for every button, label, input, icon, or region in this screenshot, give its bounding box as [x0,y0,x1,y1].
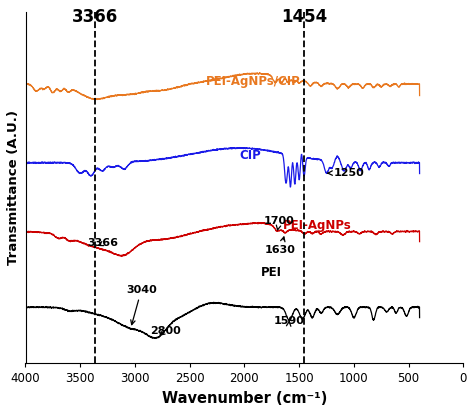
Text: PEI-AgNPs: PEI-AgNPs [283,219,352,232]
Text: 1250: 1250 [328,168,365,178]
Text: PEI: PEI [261,266,282,279]
X-axis label: Wavenumber (cm⁻¹): Wavenumber (cm⁻¹) [162,391,327,406]
Text: 3366: 3366 [72,8,118,26]
Text: 3040: 3040 [126,285,157,325]
Text: CIP: CIP [239,149,261,162]
Text: 1700: 1700 [264,216,295,230]
Text: 2800: 2800 [150,326,181,336]
Y-axis label: Transmittance (A.U.): Transmittance (A.U.) [7,110,20,266]
Text: PEI-AgNPs/CIP: PEI-AgNPs/CIP [206,75,301,88]
Text: 3366: 3366 [88,238,118,249]
Text: 1630: 1630 [265,237,296,255]
Text: 1590: 1590 [274,316,305,326]
Text: 1454: 1454 [281,8,328,26]
